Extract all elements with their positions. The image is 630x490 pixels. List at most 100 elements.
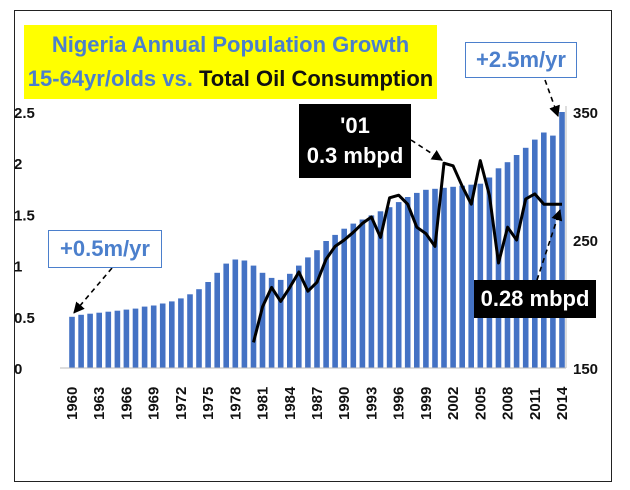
current-label-arrow [536, 209, 563, 281]
y-right-tick-0: 150 [573, 361, 598, 378]
bar-2001 [441, 187, 447, 368]
bar-2010 [522, 147, 529, 368]
title-prefix: 15-64yr/olds vs. [27, 66, 199, 91]
oil-consumption-line [252, 159, 562, 343]
bar-2002 [450, 186, 456, 368]
y-right-tick-2: 350 [573, 105, 598, 122]
y-left-tick-0: 0 [14, 361, 22, 378]
peak-consumption-label: '01 0.3 mbpd [299, 104, 411, 178]
title-line-1: Nigeria Annual Population Growth [51, 32, 410, 57]
bar-1993 [368, 215, 375, 368]
x-tick-1981: 1981 [255, 387, 272, 420]
bar-1963 [96, 312, 102, 368]
bar-1974 [196, 289, 202, 368]
bar-1970 [159, 303, 166, 368]
bar-2012 [541, 132, 547, 368]
y-left-tick-4: 2 [14, 156, 22, 173]
x-tick-1972: 1972 [173, 387, 190, 420]
bar-1989 [332, 234, 338, 368]
bar-1972 [178, 298, 184, 368]
y-left-tick-1: 0.5 [14, 310, 35, 327]
bar-1960 [69, 316, 75, 368]
current-consumption-label: 0.28 mbpd [474, 280, 596, 318]
bar-1990 [341, 228, 347, 368]
bar-1978 [232, 259, 239, 368]
bar-1997 [404, 197, 411, 368]
bar-2008 [504, 162, 511, 368]
bar-1971 [169, 301, 175, 368]
y-left-tick-5: 2.5 [14, 105, 35, 122]
bar-1962 [87, 313, 93, 368]
bar-1979 [241, 260, 248, 368]
bar-1987 [314, 250, 320, 368]
end-growth-label: +2.5m/yr [465, 42, 577, 78]
title-line-2: 15-64yr/olds vs. Total Oil Consumption [28, 62, 433, 96]
bar-1994 [377, 211, 384, 368]
x-tick-1978: 1978 [227, 387, 244, 420]
peak-year: '01 [340, 113, 370, 138]
bar-2006 [486, 177, 493, 368]
start-label-arrow [73, 267, 113, 314]
x-tick-1966: 1966 [118, 387, 135, 420]
bar-1991 [350, 223, 357, 368]
peak-label-arrow [410, 139, 443, 161]
bar-1969 [150, 305, 157, 368]
bar-1986 [305, 257, 311, 368]
end-label-arrow [544, 79, 560, 118]
bar-1964 [105, 311, 112, 368]
x-tick-2011: 2011 [527, 387, 544, 420]
bar-1985 [296, 265, 302, 368]
bar-1965 [114, 310, 121, 368]
bar-1999 [423, 189, 429, 368]
bar-1975 [205, 282, 211, 368]
x-tick-2005: 2005 [472, 387, 489, 420]
bar-1992 [359, 219, 366, 368]
bar-2014 [559, 112, 565, 368]
x-tick-1975: 1975 [200, 387, 217, 420]
x-tick-2008: 2008 [500, 387, 517, 420]
peak-value: 0.3 mbpd [306, 143, 404, 168]
bar-1995 [386, 207, 393, 368]
bar-1984 [287, 273, 293, 368]
bar-1961 [78, 314, 84, 368]
y-left-tick-2: 1 [14, 259, 22, 276]
start-growth-label: +0.5m/yr [48, 230, 162, 268]
bar-1998 [414, 192, 420, 368]
chart-title: Nigeria Annual Population Growth 15-64yr… [24, 25, 437, 99]
bar-1981 [259, 272, 266, 368]
bar-1968 [141, 306, 148, 368]
bar-2011 [532, 139, 538, 368]
bar-2005 [477, 183, 484, 368]
title-oil: Total Oil Consumption [198, 66, 434, 91]
bar-1996 [395, 202, 402, 368]
bar-2009 [513, 155, 520, 368]
x-tick-2014: 2014 [554, 386, 571, 420]
bar-2004 [468, 184, 474, 368]
bar-2013 [550, 135, 556, 368]
bar-1988 [323, 241, 329, 368]
x-tick-1969: 1969 [146, 387, 163, 420]
bar-1983 [277, 279, 284, 368]
bar-2000 [432, 188, 438, 368]
bar-2007 [495, 168, 502, 368]
bar-1977 [223, 263, 229, 368]
x-tick-1987: 1987 [309, 387, 326, 420]
bar-1967 [132, 308, 139, 368]
bar-1980 [250, 265, 257, 368]
bar-2003 [459, 185, 465, 368]
bar-1966 [123, 309, 130, 368]
x-tick-1990: 1990 [336, 387, 353, 420]
x-tick-2002: 2002 [445, 387, 462, 420]
y-left-tick-3: 1.5 [14, 207, 35, 224]
y-right-tick-1: 250 [573, 233, 598, 250]
bar-1976 [214, 272, 220, 368]
x-tick-1984: 1984 [282, 386, 299, 420]
x-tick-1963: 1963 [91, 387, 108, 420]
x-tick-1999: 1999 [418, 387, 435, 420]
bar-1973 [187, 294, 193, 368]
bar-1982 [268, 277, 275, 368]
x-tick-1996: 1996 [391, 387, 408, 420]
x-tick-1960: 1960 [64, 387, 81, 420]
x-tick-1993: 1993 [363, 387, 380, 420]
